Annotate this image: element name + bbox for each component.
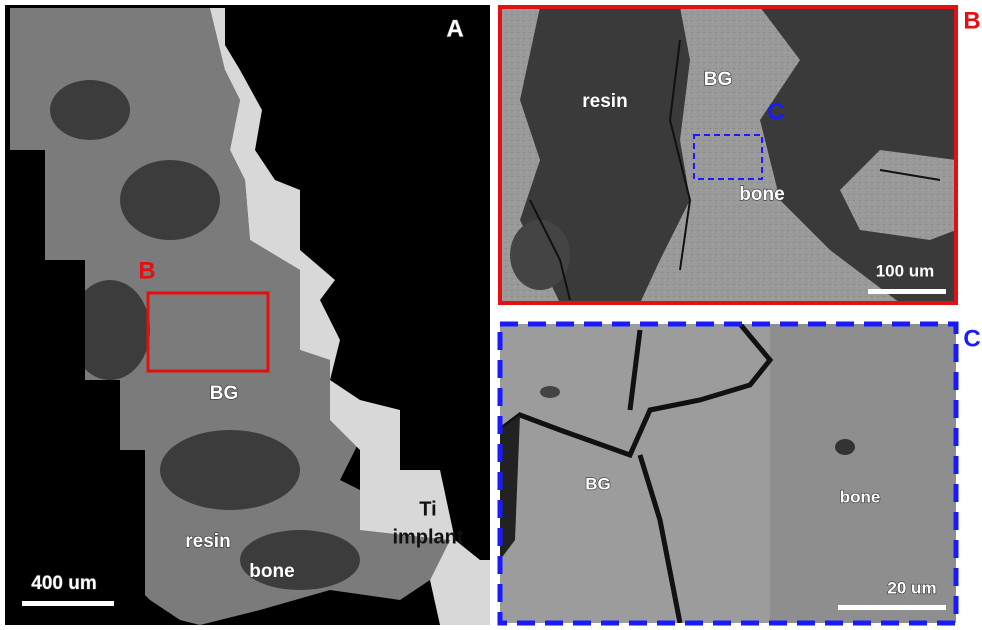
label: bone: [249, 561, 294, 582]
panel-b: B resin BG C bone 100 um: [500, 7, 981, 303]
pore: [835, 439, 855, 455]
scale-bar: [22, 601, 114, 606]
inset-letter: C: [767, 98, 784, 125]
resin-region: [50, 80, 130, 140]
panel-letter: C: [963, 325, 980, 352]
label: BG: [704, 69, 733, 90]
page: A B BG resin bone Ti implant 400 um B re…: [0, 0, 982, 630]
label: resin: [185, 531, 230, 552]
label: resin: [582, 91, 627, 112]
background: [5, 450, 145, 625]
resin-region: [510, 220, 570, 290]
scale-bar-label: 20 um: [887, 578, 936, 597]
inset-letter: B: [138, 257, 155, 284]
pore: [540, 386, 560, 398]
resin-region: [160, 430, 300, 510]
figure: A B BG resin bone Ti implant 400 um B re…: [0, 0, 982, 630]
label: bone: [840, 487, 881, 506]
scale-bar: [838, 605, 946, 610]
panel-a: A B BG resin bone Ti implant 400 um: [5, 5, 490, 625]
panel-letter: B: [963, 7, 980, 34]
label: BG: [585, 474, 611, 493]
scale-bar-label: 100 um: [876, 261, 935, 280]
scale-bar: [868, 289, 946, 294]
label: BG: [210, 383, 239, 404]
label: implant: [392, 526, 463, 548]
scale-bar-label: 400 um: [31, 573, 96, 594]
panel-c: C BG bone 20 um: [500, 324, 981, 623]
panel-letter: A: [446, 15, 463, 42]
label: bone: [739, 184, 784, 205]
label: Ti: [419, 498, 436, 520]
resin-region: [120, 160, 220, 240]
